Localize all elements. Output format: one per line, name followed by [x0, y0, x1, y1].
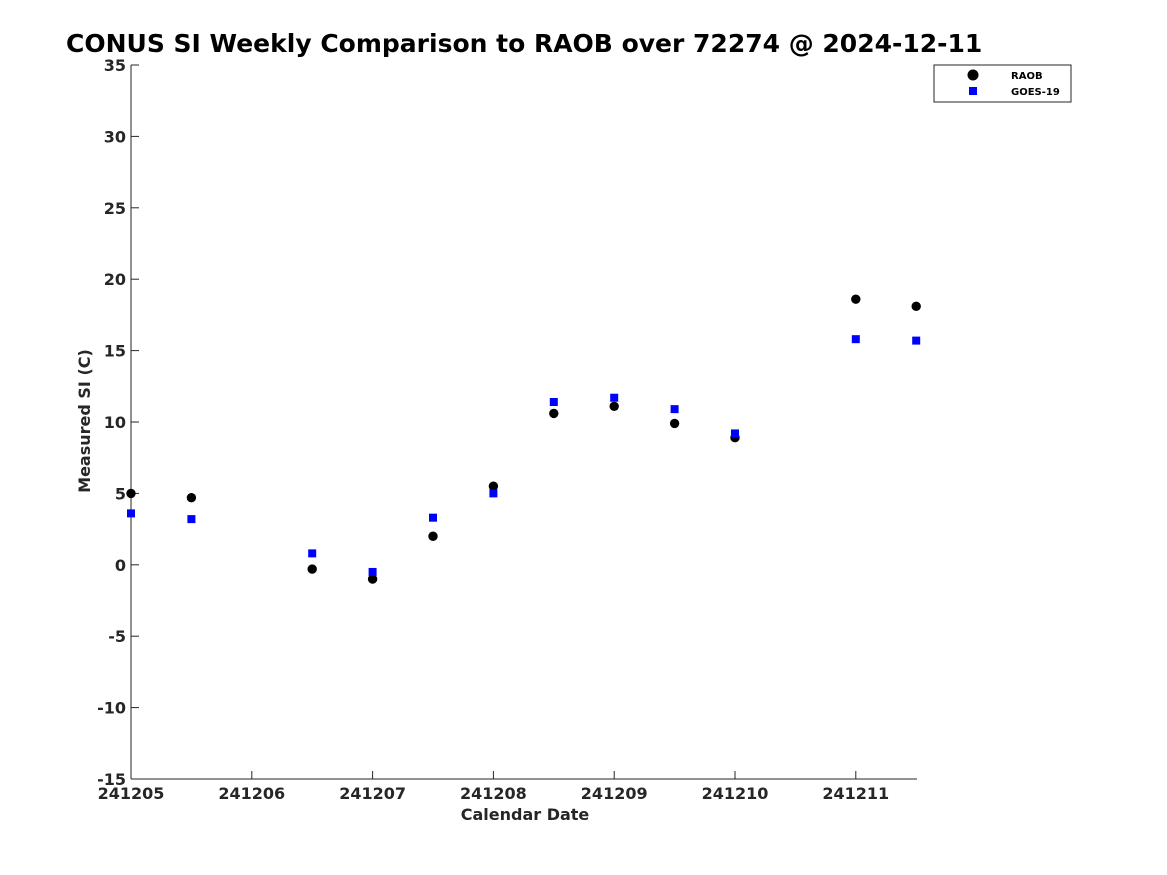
y-tick-label: -15: [97, 770, 126, 789]
x-tick-label: 241209: [581, 784, 648, 803]
x-tick-label: 241211: [822, 784, 889, 803]
data-point: [731, 429, 739, 438]
y-tick-label: -10: [97, 699, 126, 718]
legend-label: RAOB: [1011, 71, 1043, 82]
data-point: [851, 294, 861, 304]
x-tick-label: 241208: [460, 784, 527, 803]
y-tick-label: 5: [115, 484, 126, 503]
data-point: [308, 549, 317, 558]
y-ticks: -15 -10 -5 0 5 10 15 20 25 30 35: [97, 56, 139, 789]
series-raob: [126, 294, 921, 584]
x-tick-label: 241205: [98, 784, 165, 803]
x-ticks: 241205 241206 241207 241208 241209 241210 2412…: [98, 771, 889, 803]
data-point: [307, 564, 317, 574]
data-point: [428, 531, 438, 541]
x-tick-label: 241206: [218, 784, 285, 803]
data-point: [609, 401, 619, 411]
data-point: [368, 567, 377, 576]
data-point: [489, 489, 498, 498]
legend-box: [933, 64, 1072, 103]
x-tick-label: 241207: [339, 784, 406, 803]
x-axis-label: Calendar Date: [461, 805, 590, 824]
data-point: [367, 574, 378, 584]
legend-label: GOES-19: [1011, 87, 1060, 98]
data-point: [549, 408, 559, 419]
legend-marker: [969, 87, 977, 95]
data-point: [610, 393, 619, 402]
data-marks: [126, 294, 921, 584]
y-tick-label: 35: [104, 56, 126, 75]
series-goes-19: [127, 335, 921, 576]
y-tick-label: 25: [104, 199, 126, 218]
data-point: [851, 335, 860, 344]
y-tick-label: 30: [104, 127, 126, 146]
data-point: [670, 405, 679, 414]
y-tick-label: 10: [104, 413, 126, 432]
data-point: [549, 398, 558, 407]
data-point: [126, 488, 136, 499]
y-tick-label: 20: [104, 270, 126, 289]
y-tick-label: 0: [115, 556, 126, 575]
data-point: [488, 481, 499, 491]
chart-title: CONUS SI Weekly Comparison to RAOB over …: [66, 29, 982, 58]
x-tick-label: 241210: [702, 784, 769, 803]
data-point: [911, 301, 921, 312]
data-point: [127, 509, 135, 518]
y-tick-label: 15: [104, 342, 126, 361]
legend: RAOB GOES-19: [933, 64, 1072, 103]
y-axis-label: Measured SI (C): [75, 349, 94, 493]
data-point: [187, 515, 196, 524]
data-point: [912, 336, 921, 345]
data-point: [429, 513, 437, 522]
data-point: [186, 492, 197, 503]
legend-marker: [967, 69, 979, 81]
axes: [130, 65, 917, 780]
y-tick-label: -5: [108, 627, 126, 646]
data-point: [669, 418, 680, 429]
